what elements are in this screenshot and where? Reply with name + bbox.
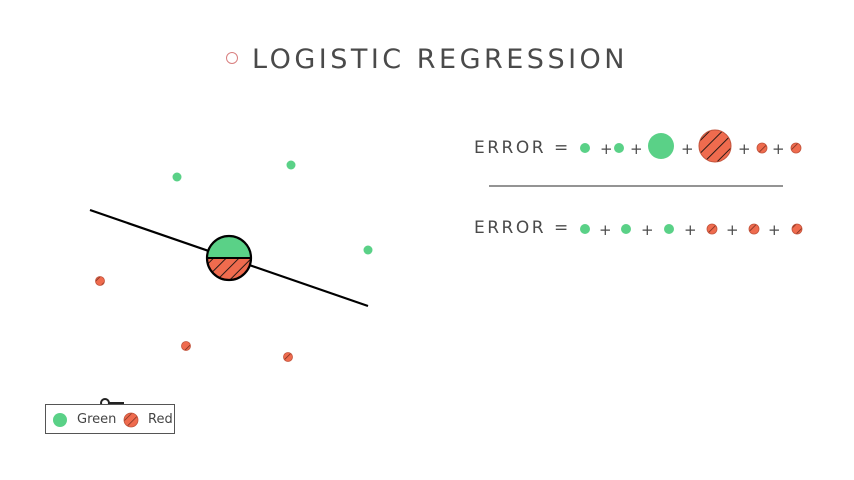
legend-green-swatch — [53, 413, 67, 427]
term-red-small — [748, 223, 760, 235]
plus-sign: + — [681, 140, 694, 158]
red-point — [95, 276, 105, 286]
term-red-small — [706, 223, 718, 235]
plus-sign: + — [772, 140, 785, 158]
legend-red-swatch — [123, 412, 139, 428]
red-point — [283, 352, 293, 362]
green-point — [286, 160, 296, 170]
term-green-small — [580, 143, 590, 153]
term-green-small — [664, 224, 674, 234]
equation-1-terms: + + + + + — [580, 129, 802, 163]
title-text: LOGISTIC REGRESSION — [252, 44, 628, 75]
term-red-large — [698, 129, 732, 163]
plus-sign: + — [600, 140, 613, 158]
equation-2-terms: + + + + + — [580, 221, 803, 239]
plus-sign: + — [738, 140, 751, 158]
equation-2-label: ERROR = — [474, 218, 571, 238]
plus-sign: + — [599, 221, 612, 239]
legend: Green Red — [45, 404, 175, 434]
term-red-small — [791, 223, 803, 235]
plus-sign: + — [768, 221, 781, 239]
term-green-large — [648, 133, 674, 159]
term-green-small — [621, 224, 631, 234]
misclassified-point — [205, 234, 253, 282]
term-red-small — [790, 142, 802, 154]
plus-sign: + — [641, 221, 654, 239]
equation-1-label: ERROR = — [474, 138, 571, 158]
term-green-small — [580, 224, 590, 234]
red-point — [181, 341, 191, 351]
term-green-small — [614, 143, 624, 153]
title-bullet-icon — [226, 51, 238, 64]
term-red-small — [756, 142, 768, 154]
green-point — [172, 172, 182, 182]
legend-green-label: Green — [77, 412, 117, 427]
green-point — [363, 245, 373, 255]
legend-swatches — [53, 412, 139, 428]
plus-sign: + — [684, 221, 697, 239]
page-title: LOGISTIC REGRESSION — [0, 44, 854, 75]
plus-sign: + — [630, 140, 643, 158]
plus-sign: + — [726, 221, 739, 239]
legend-red-label: Red — [148, 412, 173, 427]
